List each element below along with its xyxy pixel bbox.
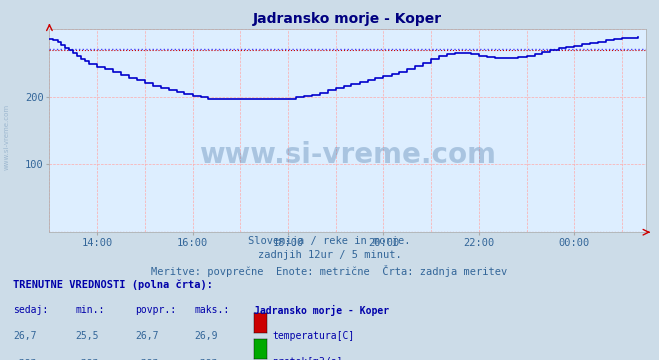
Text: -nan: -nan: [13, 357, 37, 360]
Text: pretok[m3/s]: pretok[m3/s]: [272, 357, 343, 360]
Text: min.:: min.:: [76, 305, 105, 315]
Text: TRENUTNE VREDNOSTI (polna črta):: TRENUTNE VREDNOSTI (polna črta):: [13, 279, 213, 289]
Text: 26,7: 26,7: [135, 331, 159, 341]
Text: -nan: -nan: [135, 357, 159, 360]
Text: temperatura[C]: temperatura[C]: [272, 331, 355, 341]
Text: 26,7: 26,7: [13, 331, 37, 341]
Text: -nan: -nan: [194, 357, 218, 360]
Text: Jadransko morje - Koper: Jadransko morje - Koper: [254, 305, 389, 316]
Text: -nan: -nan: [76, 357, 100, 360]
Title: Jadransko morje - Koper: Jadransko morje - Koper: [253, 12, 442, 26]
Text: sedaj:: sedaj:: [13, 305, 48, 315]
Text: maks.:: maks.:: [194, 305, 229, 315]
Text: 26,9: 26,9: [194, 331, 218, 341]
Text: Meritve: povprečne  Enote: metrične  Črta: zadnja meritev: Meritve: povprečne Enote: metrične Črta:…: [152, 265, 507, 276]
Text: Slovenija / reke in morje.: Slovenija / reke in morje.: [248, 236, 411, 246]
Text: zadnjih 12ur / 5 minut.: zadnjih 12ur / 5 minut.: [258, 250, 401, 260]
Text: www.si-vreme.com: www.si-vreme.com: [199, 141, 496, 169]
Text: www.si-vreme.com: www.si-vreme.com: [3, 104, 10, 170]
Text: 25,5: 25,5: [76, 331, 100, 341]
Text: povpr.:: povpr.:: [135, 305, 176, 315]
